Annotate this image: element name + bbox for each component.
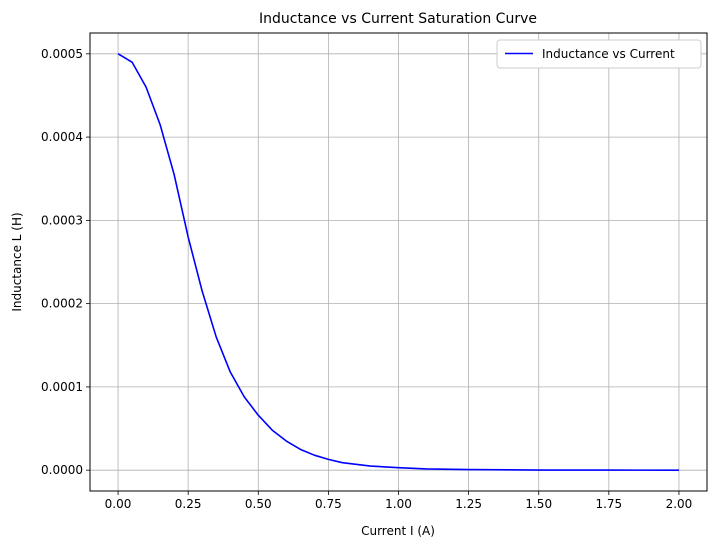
chart-title: Inductance vs Current Saturation Curve xyxy=(259,11,537,27)
x-tick-label: 0.25 xyxy=(175,497,202,511)
x-axis-label: Current I (A) xyxy=(361,524,435,538)
legend-label: Inductance vs Current xyxy=(542,47,675,61)
y-tick-label: 0.0003 xyxy=(41,213,83,227)
x-tick-label: 0.50 xyxy=(245,497,272,511)
grid-lines xyxy=(90,33,707,491)
y-tick-label: 0.0002 xyxy=(41,297,83,311)
x-tick-label: 0.75 xyxy=(315,497,342,511)
y-tick-label: 0.0004 xyxy=(41,130,83,144)
x-tick-label: 1.75 xyxy=(595,497,622,511)
y-tick-label: 0.0000 xyxy=(41,463,83,477)
legend-box xyxy=(496,39,702,69)
x-tick-label: 1.00 xyxy=(385,497,412,511)
y-tick-label: 0.0005 xyxy=(41,47,83,61)
y-axis-ticks: 0.0000 0.0001 0.0002 0.0003 0.0004 0.0005 xyxy=(41,47,90,477)
x-tick-label: 1.25 xyxy=(455,497,482,511)
x-tick-label: 1.50 xyxy=(525,497,552,511)
x-tick-label: 2.00 xyxy=(666,497,693,511)
x-tick-label: 0.00 xyxy=(105,497,132,511)
legend: Inductance vs Current xyxy=(496,39,702,69)
series-layer xyxy=(117,53,679,471)
series-line xyxy=(117,53,679,471)
y-axis-label: Inductance L (H) xyxy=(10,212,24,311)
x-axis-ticks: 0.00 0.25 0.50 0.75 1.00 1.25 1.50 1.75 2.00 xyxy=(105,491,693,511)
y-tick-label: 0.0001 xyxy=(41,380,83,394)
